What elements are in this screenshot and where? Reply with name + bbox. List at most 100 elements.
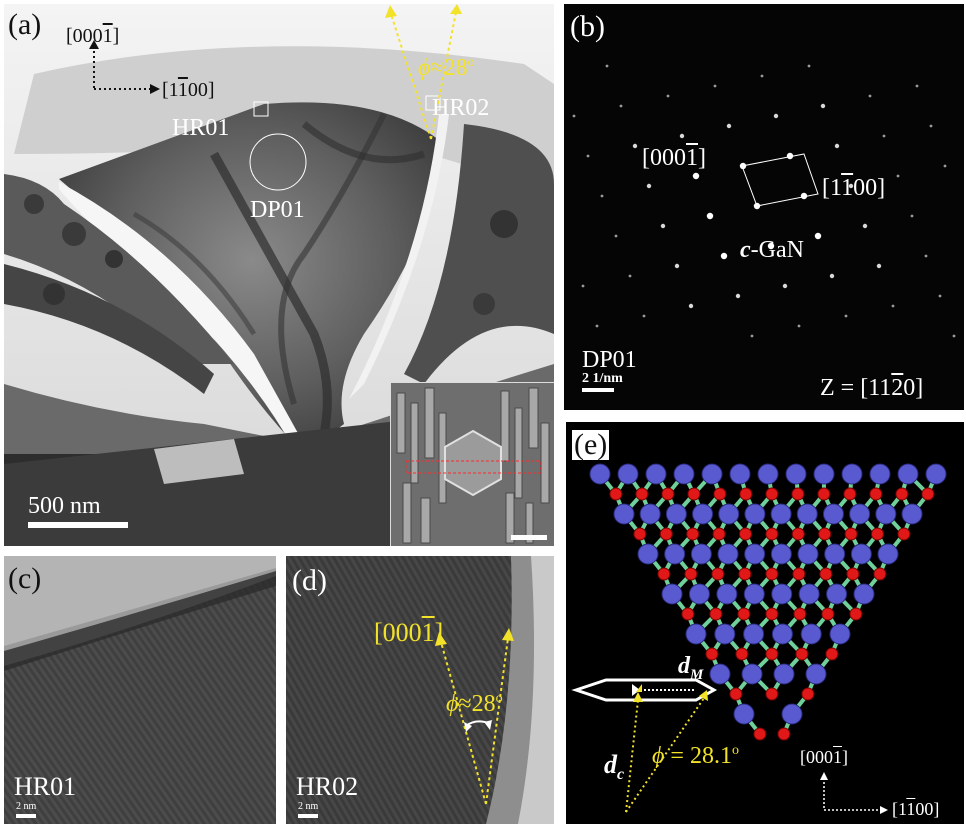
panel-c-scale-bar: [16, 814, 36, 818]
ga-atom: [771, 583, 793, 605]
ga-atom: [875, 503, 897, 525]
diffraction-spot: [600, 194, 604, 198]
region-label-hr02: HR02: [432, 95, 490, 121]
panel-d-scale-label: 2 nm: [298, 801, 319, 812]
ga-atom: [637, 543, 659, 565]
panel-b-phase-label: c-GaN: [740, 237, 804, 263]
diffraction-spot: [924, 254, 928, 258]
n-atom: [687, 487, 701, 501]
diffraction-spot: [773, 113, 779, 119]
n-atom: [821, 607, 835, 621]
ga-atom: [822, 503, 844, 525]
n-atom: [609, 487, 623, 501]
panel-d-direction-label: [0001]: [374, 618, 444, 647]
gan-crystal-model: [589, 463, 947, 741]
diffraction-spot: [753, 202, 761, 210]
ga-atom: [771, 623, 793, 645]
ga-atom: [901, 503, 923, 525]
diffraction-spot: [614, 234, 618, 238]
panel-a-angle-label: ϕ≈28o: [418, 55, 475, 81]
ga-atom: [733, 703, 755, 725]
panel-e-dc-label: dc: [604, 750, 625, 784]
diffraction-spot: [642, 314, 646, 318]
panel-e-angle-label: ϕ = 28.1o: [652, 743, 739, 769]
ga-atom: [770, 543, 792, 565]
panel-a-axis-vertical-label: [0001]: [66, 25, 120, 47]
n-atom: [686, 527, 700, 541]
diffraction-spot: [581, 284, 585, 288]
ga-atom: [781, 703, 803, 725]
n-atom: [684, 567, 698, 581]
n-atom: [713, 487, 727, 501]
panel-b-diffraction-pattern: (b) [0001] [1100] c-GaN DP01 2 1/nm Z = …: [564, 4, 964, 410]
n-atom: [921, 487, 935, 501]
diffraction-spot: [797, 324, 801, 328]
diffraction-spot: [735, 293, 741, 299]
n-atom: [846, 567, 860, 581]
n-atom: [843, 487, 857, 501]
ga-atom: [797, 543, 819, 565]
panel-d-region-label: HR02: [296, 772, 359, 801]
n-atom: [765, 687, 779, 701]
n-atom: [825, 647, 839, 661]
ga-atom: [773, 663, 795, 685]
ga-atom: [617, 463, 639, 485]
n-atom: [818, 527, 832, 541]
ga-atom: [850, 543, 872, 565]
n-atom: [657, 567, 671, 581]
n-atom: [897, 527, 911, 541]
diffraction-spot: [628, 274, 632, 278]
diffraction-spot: [726, 123, 732, 129]
ga-atom: [714, 623, 736, 645]
panel-d-lattice: [286, 556, 554, 824]
n-atom: [711, 567, 725, 581]
diffraction-spot: [882, 134, 886, 138]
n-atom: [661, 487, 675, 501]
n-atom: [795, 647, 809, 661]
ga-atom: [841, 463, 863, 485]
diffraction-spot: [786, 152, 794, 160]
diffraction-spot: [814, 232, 822, 240]
ga-atom: [853, 583, 875, 605]
n-atom: [792, 567, 806, 581]
ga-atom: [589, 463, 611, 485]
diffraction-spot: [800, 192, 808, 200]
n-atom: [765, 527, 779, 541]
ga-atom: [665, 503, 687, 525]
ga-atom: [813, 463, 835, 485]
diffraction-spot: [952, 334, 956, 338]
diffraction-spot: [750, 334, 754, 338]
ga-atom: [692, 503, 714, 525]
n-atom: [681, 607, 695, 621]
diffraction-spot: [829, 273, 835, 279]
n-atom: [712, 527, 726, 541]
diffraction-spot: [760, 74, 764, 78]
panel-c-region-label: HR01: [14, 772, 77, 801]
ga-atom: [744, 543, 766, 565]
n-atom: [739, 527, 752, 541]
n-atom: [817, 487, 831, 501]
panel-c-lattice: [4, 556, 276, 824]
diffraction-spot: [619, 104, 623, 108]
diffraction-spot: [595, 324, 599, 328]
n-atom: [737, 607, 751, 621]
n-atom: [801, 687, 815, 701]
ga-atom: [796, 503, 818, 525]
diffraction-spot: [767, 242, 775, 250]
region-label-dp01: DP01: [250, 197, 305, 223]
diffraction-spot: [674, 263, 680, 269]
ga-atom: [685, 623, 707, 645]
panel-a-scale-bar: [28, 522, 128, 528]
ga-atom: [688, 583, 710, 605]
panel-e-dm-label: dM: [678, 653, 704, 683]
diffraction-spot: [688, 303, 694, 309]
ga-atom: [829, 623, 851, 645]
panel-a-bright-field-tem: (a) [0001] [1100] ϕ≈28o HR01 HR02 DP01 5…: [4, 4, 554, 546]
panel-b-letter: (b): [570, 10, 605, 43]
n-atom: [739, 487, 753, 501]
n-atom: [873, 567, 887, 581]
diffraction-spot: [943, 164, 947, 168]
ga-atom: [897, 463, 919, 485]
panel-c-letter: (c): [8, 562, 42, 595]
ga-atom: [743, 623, 765, 645]
